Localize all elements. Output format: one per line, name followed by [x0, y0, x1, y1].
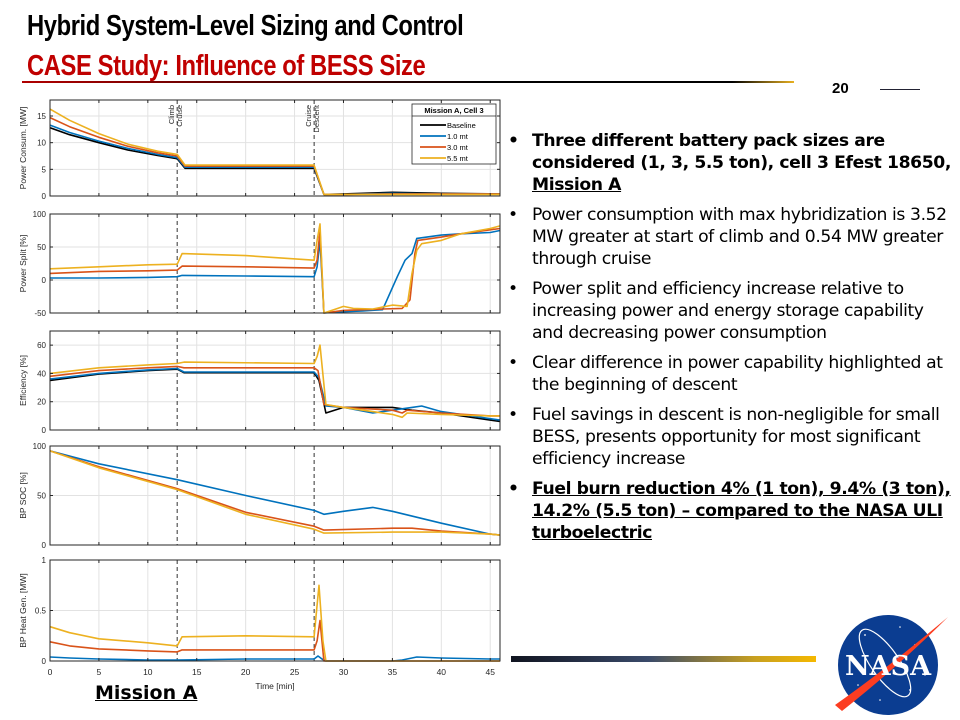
slide-subtitle: CASE Study: Influence of BESS Size — [27, 50, 426, 82]
subplot-background — [50, 214, 500, 313]
y-axis-label: Power Consum. [MW] — [18, 107, 28, 190]
y-tick-label: -50 — [34, 309, 46, 318]
subplot-frame — [49, 330, 501, 431]
nasa-logo-stars — [849, 626, 926, 701]
x-tick-label: 20 — [241, 667, 251, 677]
x-tick-label: 40 — [437, 667, 447, 677]
legend-box — [411, 103, 497, 165]
x-tick-label: 35 — [388, 667, 398, 677]
y-tick-label: 50 — [37, 243, 46, 252]
y-tick-label: 1 — [42, 556, 47, 565]
bullet-dot: • — [508, 479, 519, 499]
bullet-text: Power consumption with max hybridization… — [532, 205, 947, 269]
y-tick-label: 0 — [42, 426, 47, 435]
y-tick-label: 0 — [42, 657, 47, 666]
phase-label: Descent — [312, 104, 321, 132]
slide-title: Hybrid System-Level Sizing and Control — [27, 10, 464, 42]
mission-label: Mission A — [95, 682, 198, 704]
legend-title: Mission A, Cell 3 — [424, 106, 483, 115]
bullet-text: Power split and efficiency increase rela… — [532, 279, 924, 343]
bullet-dot: • — [508, 205, 518, 225]
legend-entry: 5.5 mt — [447, 154, 469, 163]
y-axis-label: Efficiency [%] — [18, 355, 28, 406]
x-tick-label: 25 — [290, 667, 300, 677]
series-line-1-0-mt — [49, 450, 501, 536]
phase-label: Cruise — [175, 105, 184, 127]
subplot-frame — [49, 99, 501, 197]
bullet-dot: • — [508, 279, 518, 299]
page-number: 20 — [832, 80, 849, 97]
series-line-5-5-mt — [49, 344, 500, 419]
y-tick-label: 5 — [42, 165, 47, 174]
nasa-logo-vector — [835, 617, 948, 711]
legend-entry: 3.0 mt — [447, 143, 469, 152]
bullet-text-underlined: Fuel burn reduction 4% (1 ton), 9.4% (3 … — [532, 479, 951, 543]
phase-label: Cruise — [304, 105, 313, 127]
bullet-list: • Three different battery pack sizes are… — [508, 130, 958, 552]
x-tick-label: 15 — [192, 667, 202, 677]
decorative-gradient-bar — [511, 656, 816, 662]
subplot-frame — [49, 213, 501, 314]
series-line-3-0-mt — [49, 365, 500, 417]
y-axis-label: BP Heat Gen. [MW] — [18, 573, 28, 647]
legend-entry: Baseline — [447, 121, 476, 130]
y-axis-label: Power Split [%] — [18, 235, 28, 293]
y-tick-label: 0 — [42, 276, 47, 285]
legend-entry: 1.0 mt — [447, 132, 469, 141]
phase-label: Climb — [167, 105, 176, 124]
y-tick-label: 100 — [33, 442, 47, 451]
bullet-item: • Three different battery pack sizes are… — [508, 130, 958, 196]
y-tick-label: 0 — [42, 192, 47, 201]
y-tick-label: 0 — [42, 541, 47, 550]
y-tick-label: 50 — [37, 492, 46, 501]
series-line-baseline — [49, 126, 501, 196]
x-tick-label: 30 — [339, 667, 349, 677]
y-axis-label: BP SOC [%] — [18, 472, 28, 519]
bullet-dot: • — [508, 131, 519, 151]
bullet-item: • Fuel burn reduction 4% (1 ton), 9.4% (… — [508, 478, 958, 544]
title-underline-rule — [22, 81, 794, 83]
y-tick-label: 10 — [37, 139, 46, 148]
bullet-item: • Power consumption with max hybridizati… — [508, 204, 958, 270]
bullet-text: Fuel savings in descent is non-negligibl… — [532, 405, 940, 469]
nasa-logo-text: NASA — [845, 651, 932, 682]
bullet-text: Three different battery pack sizes are c… — [532, 131, 951, 173]
bullet-dot: • — [508, 353, 518, 373]
bullet-text-underlined: Mission A — [532, 175, 622, 195]
x-tick-label: 0 — [48, 667, 53, 677]
page-number-rule — [880, 89, 920, 90]
bullet-item: • Fuel savings in descent is non-negligi… — [508, 404, 958, 470]
subplot-background — [50, 331, 500, 430]
y-tick-label: 0.5 — [35, 607, 47, 616]
y-tick-label: 15 — [37, 112, 46, 121]
bullet-dot: • — [508, 405, 518, 425]
y-tick-label: 40 — [37, 369, 46, 378]
series-line-5-5-mt — [49, 450, 501, 536]
series-line-1-0-mt — [49, 655, 500, 662]
bullet-item: • Clear difference in power capability h… — [508, 352, 958, 396]
y-tick-label: 20 — [37, 398, 46, 407]
nasa-logo: NASA — [835, 615, 948, 715]
y-tick-label: 100 — [33, 210, 47, 219]
series-line-5-5-mt — [49, 223, 501, 314]
x-tick-label: 45 — [485, 667, 495, 677]
nasa-logo-orbit — [858, 628, 912, 698]
y-tick-label: 60 — [37, 341, 46, 350]
x-tick-label: 10 — [143, 667, 153, 677]
bullet-text: Clear difference in power capability hig… — [532, 353, 943, 395]
x-axis-label: Time [min] — [255, 681, 294, 691]
bullet-item: • Power split and efficiency increase re… — [508, 278, 958, 344]
x-tick-label: 5 — [97, 667, 102, 677]
